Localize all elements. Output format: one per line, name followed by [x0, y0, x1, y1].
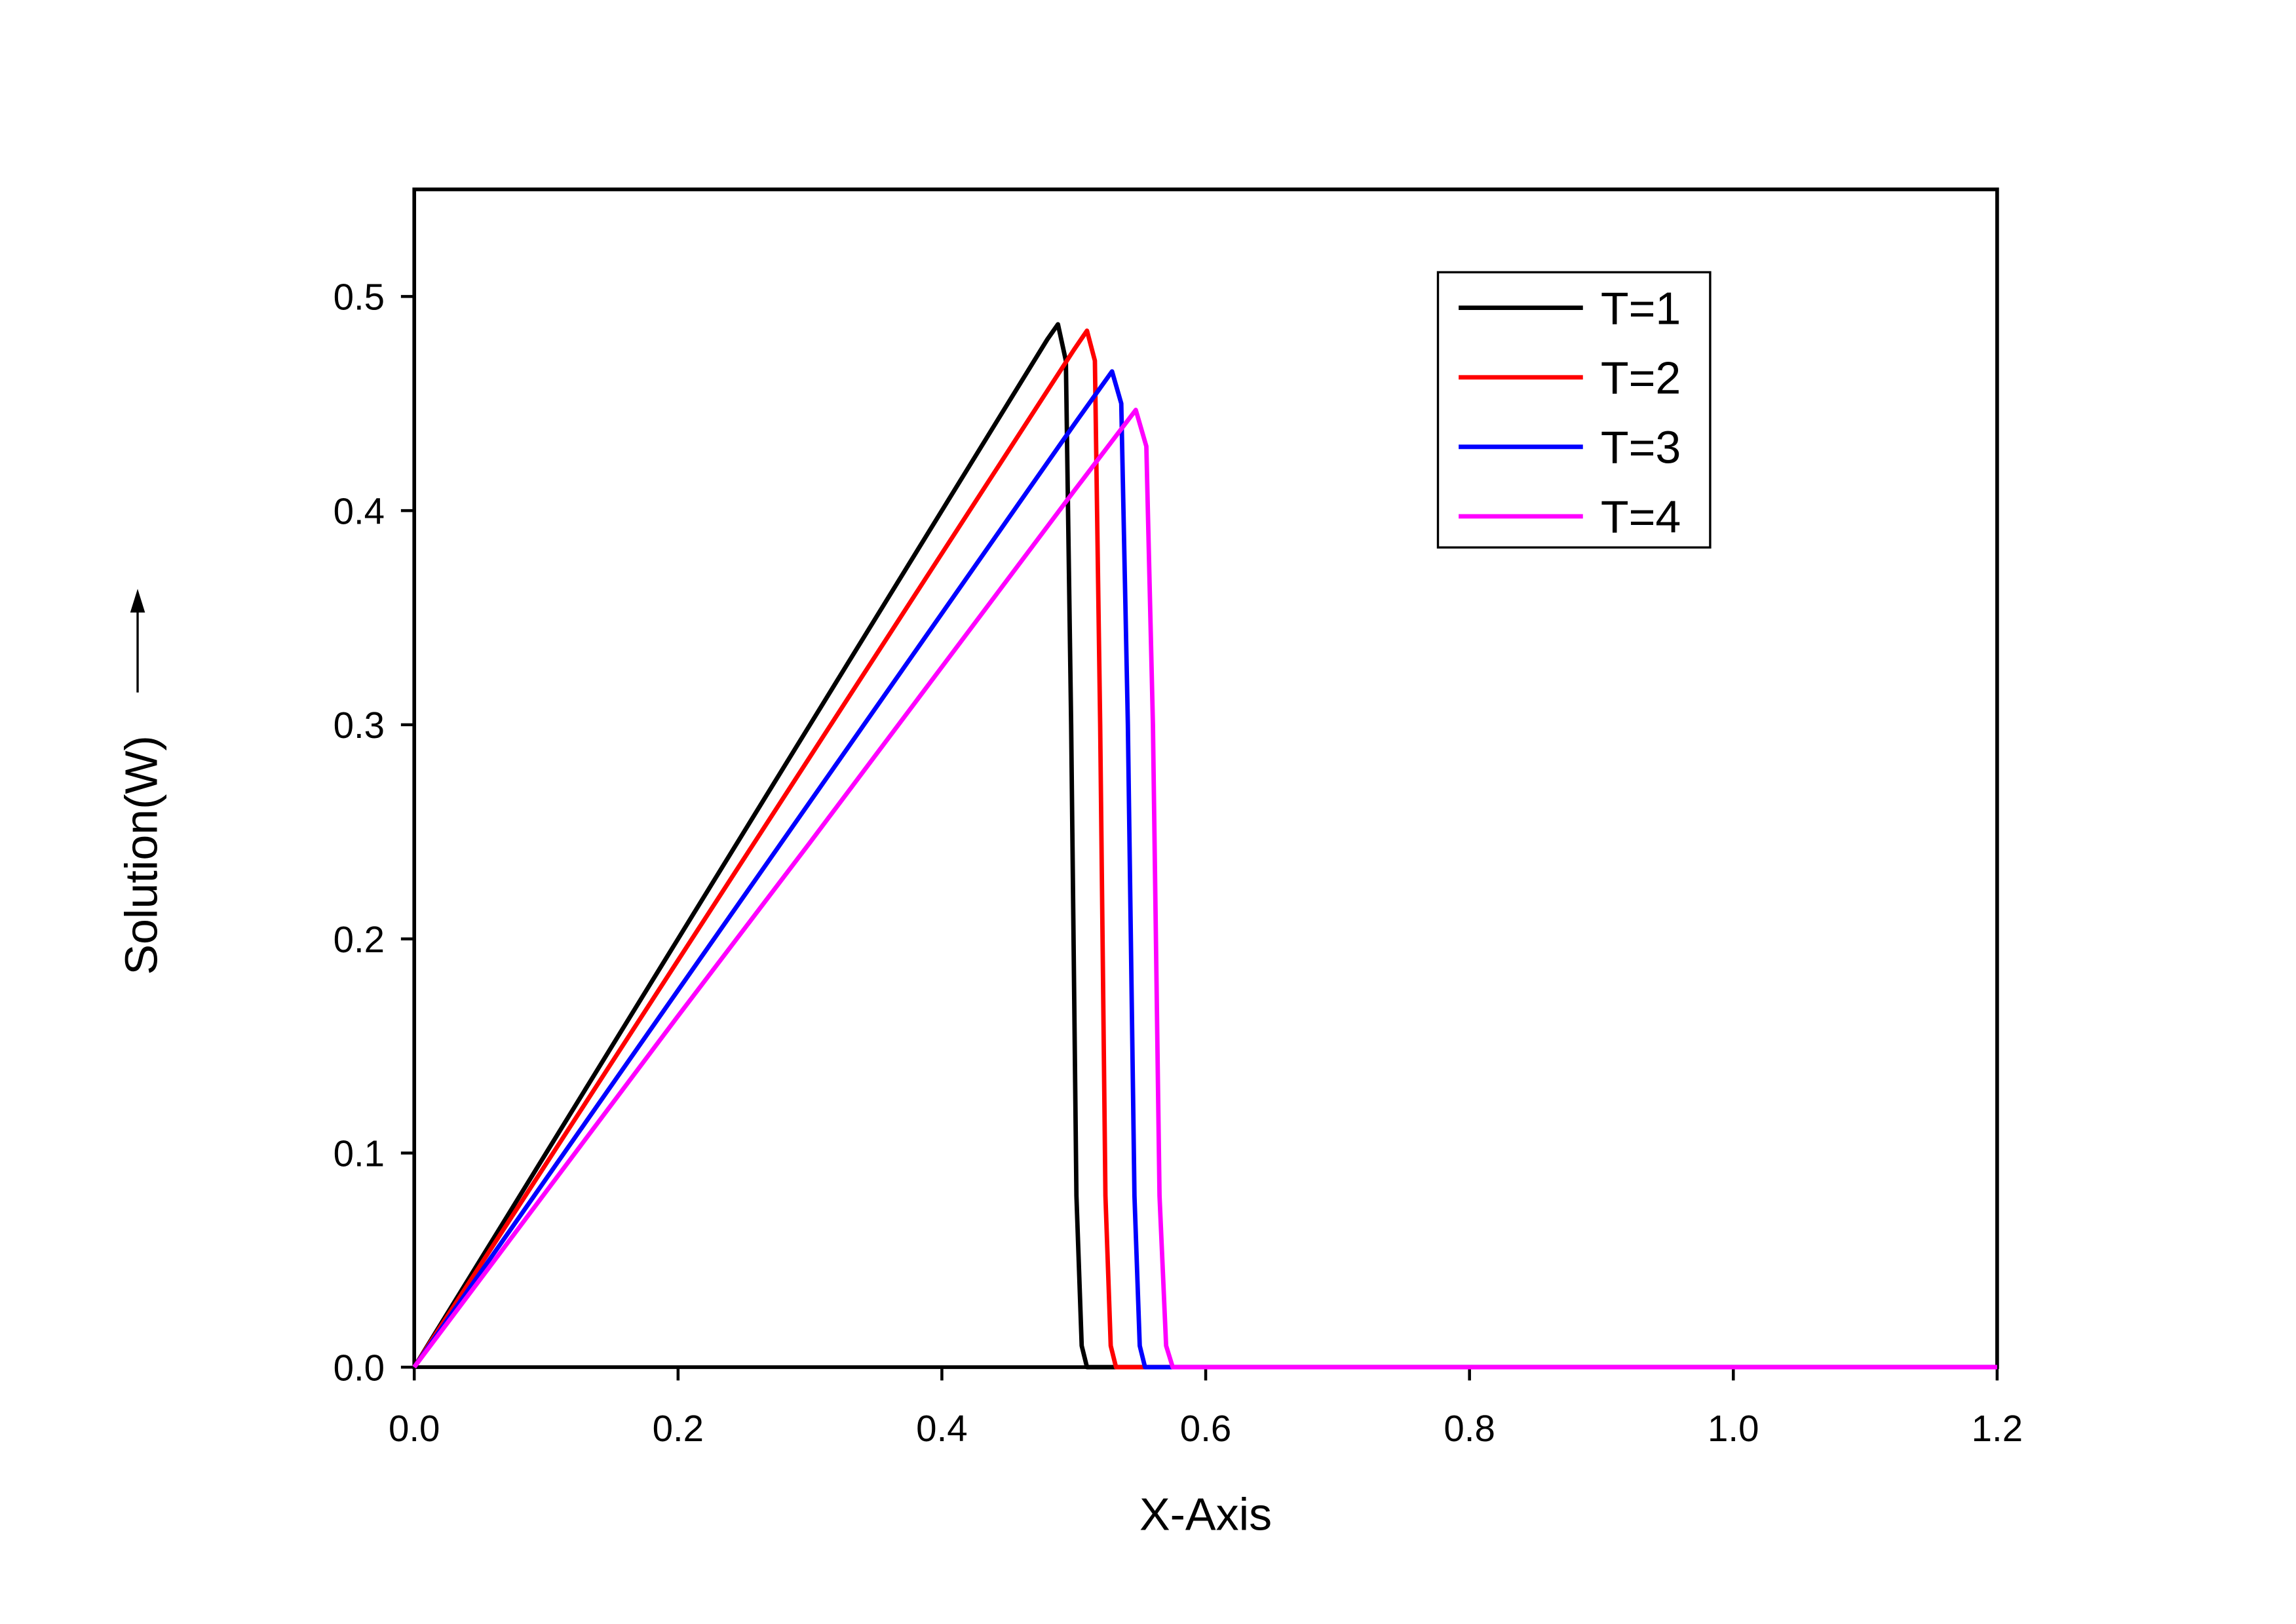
- legend-label: T=2: [1601, 353, 1681, 404]
- legend-box: [1436, 271, 1712, 549]
- series-line: [412, 322, 1997, 1370]
- x-axis-label: X-Axis: [1139, 1488, 1272, 1539]
- y-axis-label: Solution(W): [115, 735, 166, 975]
- y-tick-label: 0.5: [334, 277, 385, 318]
- y-arrow-head: [130, 589, 145, 613]
- series-line: [412, 408, 1997, 1370]
- y-tick-label: 0.4: [334, 490, 385, 532]
- y-tick-label: 0.3: [334, 705, 385, 746]
- x-tick-label: 0.6: [1180, 1408, 1231, 1449]
- series-line: [412, 328, 1997, 1370]
- x-tick-label: 1.0: [1708, 1408, 1759, 1449]
- y-tick-label: 0.1: [334, 1133, 385, 1174]
- legend-label: T=4: [1601, 492, 1681, 543]
- x-tick-label: 1.2: [1972, 1408, 2023, 1449]
- x-tick-label: 0.8: [1444, 1408, 1495, 1449]
- y-tick-label: 0.2: [334, 919, 385, 960]
- series-line: [412, 369, 1997, 1370]
- x-tick-label: 0.4: [916, 1408, 967, 1449]
- plot-frame: [412, 187, 1999, 1369]
- x-tick-label: 0.0: [389, 1408, 440, 1449]
- legend-label: T=1: [1601, 282, 1681, 334]
- x-tick-label: 0.2: [653, 1408, 704, 1449]
- legend-label: T=3: [1601, 422, 1681, 473]
- y-tick-label: 0.0: [334, 1347, 385, 1388]
